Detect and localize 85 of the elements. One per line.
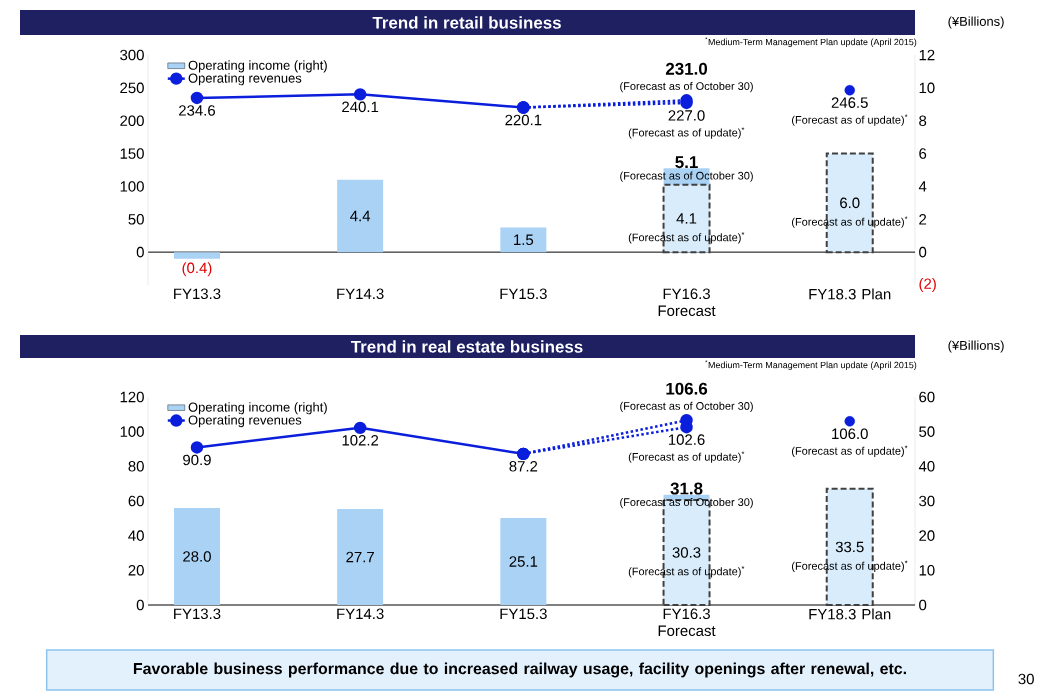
annotation: (Forecast as of October 30) [620,401,753,413]
data-label: 4.4 [350,210,371,222]
y2-tick-label: 4 [918,181,927,192]
annotation: (Forecast as of October 30) [620,171,753,182]
x-tick-label: FY15.3 [500,288,547,300]
data-label: 6.0 [840,197,860,209]
legend-label: Operating income (right) [188,402,327,415]
data-label: 27.7 [346,551,374,563]
y2-tick-label: 10 [919,82,935,94]
data-label: 25.1 [509,556,538,567]
data-label: 234.6 [179,105,215,116]
x-tick-label: FY14.3 [337,608,384,620]
legend-label: Operating revenues [188,73,302,86]
annotation: (Forecast as of update)$^{*}$ [628,566,745,578]
text: (¥Billions) [948,16,1004,29]
legend-label: Operating income (right) [188,60,327,73]
data-label: 30.3 [672,547,701,558]
data-label: 33.5 [835,541,864,553]
text: 30 [1018,673,1034,685]
text: Favorable business performance due to increased railway usage, facility openings after renewal, etc. [133,662,906,678]
x-tick-label: FY18.3 Plan [809,288,891,300]
data-label: 227.0 [668,110,705,121]
annotation: (Forecast as of update)$^{*}$ [628,231,745,244]
chart-title: Trend in real estate business [350,340,583,353]
data-label: 102.2 [342,435,379,446]
data-label: 106.0 [832,428,868,440]
y-tick-label: 50 [128,213,144,225]
data-label: (0.4) [182,262,212,277]
y2-tick-label: 50 [919,426,935,437]
y-tick-label: 0 [136,246,144,258]
data-label: 87.2 [509,461,538,472]
data-label: 240.1 [342,101,379,113]
data-label: 106.6 [666,382,708,395]
data-label: 231.0 [665,62,708,75]
x-tick-label: FY16.3 Forecast [658,608,716,637]
y2-tick-label: 20 [919,530,935,541]
y-tick-label: 200 [120,115,144,126]
annotation: (Forecast as of update)$^{*}$ [792,445,908,457]
y-tick-label: 250 [120,82,144,94]
y-tick-label: 40 [128,530,144,541]
annotation: (Forecast as of October 30) [620,81,753,93]
y-tick-label: 0 [136,599,144,611]
x-tick-label: FY18.3 Plan [809,608,891,620]
data-label: 90.9 [183,454,211,466]
chart-title: Trend in retail business [372,16,561,29]
y2-tick-label: 60 [919,391,935,403]
y-tick-label: 100 [120,181,144,192]
data-label: 28.0 [183,551,211,562]
annotation: (Forecast as of update)$^{*}$ [628,451,745,463]
text: $^{*}$Medium-Term Management Plan update (April 2015) [705,37,917,47]
y-tick-label: 120 [120,391,144,403]
data-label: 5.1 [675,156,698,169]
x-tick-label: FY16.3 Forecast [658,288,716,317]
y-tick-label: 80 [128,461,144,472]
data-label: 102.6 [668,434,705,445]
x-tick-label: FY13.3 [174,608,221,620]
data-label: 246.5 [831,97,868,108]
y2-tick-label: 40 [918,461,935,472]
y-tick-label: 300 [120,49,144,61]
data-label: 220.1 [505,114,542,126]
text: (¥Billions) [948,340,1004,353]
y-tick-label: 100 [120,426,144,437]
y-tick-label: 150 [120,148,144,159]
y2-tick-label: 0 [919,599,927,611]
y2-tick-label: 10 [919,565,935,576]
annotation: (Forecast as of update)$^{*}$ [792,114,908,126]
y2-tick-label: 12 [919,49,935,61]
y-tick-label: 60 [128,495,144,507]
data-label: 31.8 [670,482,703,495]
y2-tick-label: 6 [919,148,927,159]
legend-label: Operating revenues [188,415,302,428]
y2-tick-label: 0 [919,246,927,258]
y2-tick-label: 2 [919,214,927,225]
annotation: (Forecast as of update)$^{*}$ [792,216,908,228]
x-tick-label: FY15.3 [500,608,547,620]
x-tick-label: FY14.3 [337,288,384,300]
data-label: 1.5 [514,234,534,246]
x-tick-label: FY13.3 [174,288,221,300]
y2-tick-label: (2) [919,278,936,292]
y-tick-label: 20 [128,565,144,576]
y2-tick-label: 30 [919,495,935,507]
data-label: 4.1 [676,213,697,224]
annotation: (Forecast as of update)$^{*}$ [628,127,745,139]
y2-tick-label: 8 [919,115,927,126]
text: $^{*}$Medium-Term Management Plan update (April 2015) [705,360,917,370]
